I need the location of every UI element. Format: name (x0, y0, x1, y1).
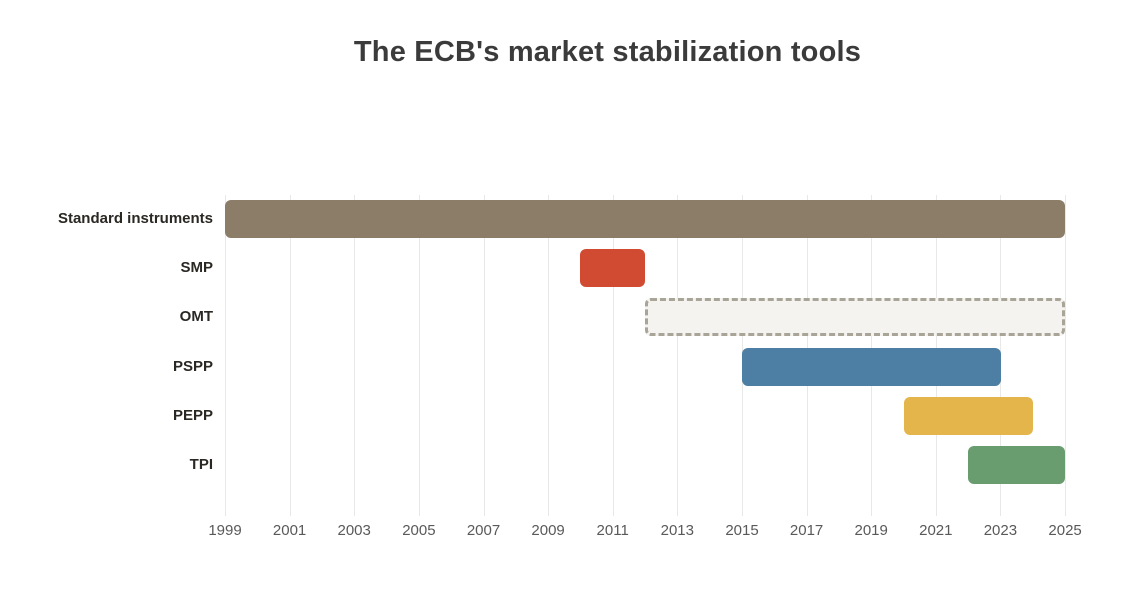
bar-omt (645, 298, 1065, 337)
gridline-2001 (289, 195, 291, 516)
gridline-2003 (354, 195, 356, 516)
x-tick-label: 2019 (854, 522, 888, 539)
x-tick-label: 2005 (402, 522, 436, 539)
gridline-2009 (548, 195, 550, 516)
row-label-omt: OMT (179, 308, 213, 326)
bar-smp (580, 249, 645, 288)
row-label-pepp: PEPP (172, 406, 213, 424)
x-tick-label: 1999 (208, 522, 242, 539)
bar-pepp (903, 396, 1033, 435)
gridline-2007 (483, 195, 485, 516)
x-tick-label: 2001 (272, 522, 307, 539)
x-tick-label: 2023 (983, 522, 1018, 539)
bar-pspp (742, 347, 1001, 386)
gridline-2005 (418, 195, 420, 516)
x-tick-label: 2021 (919, 522, 953, 539)
gridline-1999 (225, 195, 226, 516)
x-tick-label: 2011 (596, 522, 629, 539)
row-label-pspp: PSPP (172, 357, 213, 375)
bar-tpi (968, 446, 1065, 484)
bar-standard-instruments (225, 200, 1066, 238)
x-tick-label: 2013 (660, 522, 694, 539)
chart-title: The ECB's market stabilization tools (353, 36, 862, 68)
row-label-standard-instruments: Standard instruments (57, 210, 213, 227)
row-label-smp: SMP (180, 259, 213, 277)
x-tick-label: 2017 (789, 522, 824, 539)
row-label-tpi: TPI (189, 456, 213, 473)
x-tick-label: 2007 (466, 522, 501, 539)
x-tick-label: 2009 (531, 522, 565, 539)
gridline-2013 (677, 195, 679, 516)
x-tick-label: 2025 (1048, 522, 1082, 539)
x-tick-label: 2015 (725, 522, 759, 539)
gridline-2025 (1065, 195, 1067, 516)
gridline-2023 (1000, 195, 1002, 516)
x-tick-label: 2003 (337, 522, 371, 539)
gridline-2011 (612, 195, 614, 516)
